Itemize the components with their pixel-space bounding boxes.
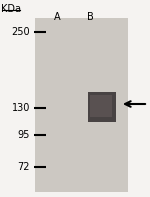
Bar (88, 92, 116, 122)
Text: 72: 72 (18, 162, 30, 172)
Text: 130: 130 (12, 103, 30, 113)
Text: A: A (54, 12, 60, 22)
Bar (90, 95, 112, 117)
Text: 250: 250 (11, 27, 30, 37)
Text: KDa: KDa (2, 4, 21, 14)
Text: 95: 95 (18, 130, 30, 140)
Text: B: B (87, 12, 93, 22)
Bar (35, 18, 128, 192)
